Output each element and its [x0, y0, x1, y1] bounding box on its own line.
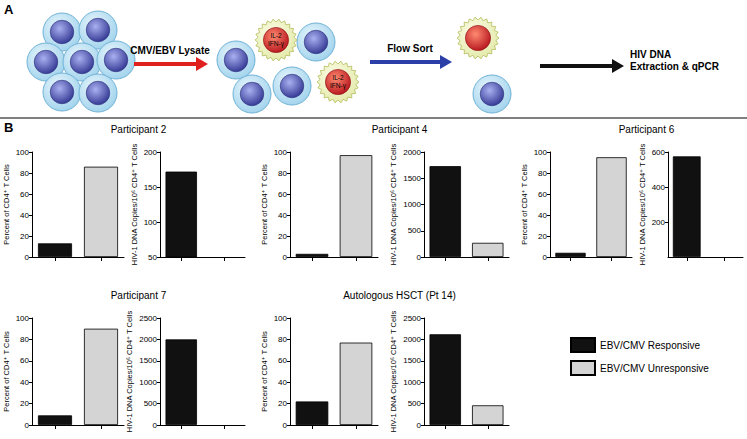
svg-text:400: 400 [652, 183, 666, 192]
svg-text:200: 200 [144, 148, 158, 157]
svg-text:60: 60 [538, 190, 547, 199]
svg-text:Percent of CD4⁺ T Cells: Percent of CD4⁺ T Cells [2, 164, 11, 245]
svg-text:1000: 1000 [403, 200, 421, 209]
svg-text:100: 100 [534, 148, 548, 157]
svg-text:1500: 1500 [403, 356, 421, 365]
svg-text:100: 100 [16, 148, 30, 157]
svg-text:Autologous HSCT (Pt 14): Autologous HSCT (Pt 14) [343, 290, 456, 301]
svg-text:Percent of CD4⁺ T Cells: Percent of CD4⁺ T Cells [260, 331, 269, 412]
svg-text:60: 60 [278, 190, 287, 199]
svg-text:Flow Sort: Flow Sort [387, 43, 433, 54]
svg-text:40: 40 [278, 211, 287, 220]
svg-text:80: 80 [20, 335, 29, 344]
svg-text:100: 100 [274, 314, 288, 323]
svg-text:500: 500 [408, 399, 422, 408]
svg-text:Participant 7: Participant 7 [111, 290, 167, 301]
svg-text:20: 20 [278, 399, 287, 408]
svg-text:600: 600 [652, 148, 666, 157]
svg-text:HIV-1 DNA Copies/10⁶ CD4⁺ T Ce: HIV-1 DNA Copies/10⁶ CD4⁺ T Cells [130, 144, 139, 266]
svg-text:100: 100 [16, 314, 30, 323]
svg-text:Percent of CD4⁺ T Cells: Percent of CD4⁺ T Cells [260, 164, 269, 245]
svg-text:80: 80 [538, 169, 547, 178]
svg-text:1000: 1000 [403, 378, 421, 387]
svg-text:40: 40 [20, 211, 29, 220]
svg-text:500: 500 [408, 226, 422, 235]
svg-text:60: 60 [20, 190, 29, 199]
svg-text:HIV DNA: HIV DNA [630, 49, 671, 60]
svg-text:0: 0 [283, 253, 288, 262]
svg-text:IFN-γ: IFN-γ [330, 82, 347, 90]
svg-text:Participant 2: Participant 2 [111, 124, 167, 135]
svg-text:20: 20 [278, 232, 287, 241]
svg-text:2000: 2000 [139, 335, 157, 344]
svg-text:IL-2: IL-2 [332, 74, 344, 81]
svg-text:HIV-1 DNA Copies/10⁶ CD4⁺ T Ce: HIV-1 DNA Copies/10⁶ CD4⁺ T Cells [125, 311, 134, 433]
svg-text:0: 0 [153, 421, 158, 430]
svg-text:0: 0 [417, 421, 422, 430]
svg-text:40: 40 [538, 211, 547, 220]
svg-text:0: 0 [283, 421, 288, 430]
svg-text:150: 150 [144, 183, 158, 192]
svg-text:40: 40 [278, 378, 287, 387]
svg-text:2500: 2500 [139, 314, 157, 323]
svg-text:CMV/EBV Lysate: CMV/EBV Lysate [130, 45, 210, 56]
svg-text:500: 500 [144, 399, 158, 408]
svg-text:1000: 1000 [139, 378, 157, 387]
svg-text:60: 60 [20, 356, 29, 365]
svg-text:2000: 2000 [403, 148, 421, 157]
svg-text:0: 0 [25, 421, 30, 430]
svg-text:EBV/CMV Responsive: EBV/CMV Responsive [600, 340, 700, 351]
svg-text:A: A [4, 2, 14, 17]
svg-text:80: 80 [278, 169, 287, 178]
svg-text:20: 20 [538, 232, 547, 241]
svg-text:80: 80 [20, 169, 29, 178]
svg-text:40: 40 [20, 378, 29, 387]
svg-text:20: 20 [20, 399, 29, 408]
svg-text:0: 0 [25, 253, 30, 262]
svg-text:Participant 4: Participant 4 [372, 124, 428, 135]
svg-text:Percent of CD4⁺ T Cells: Percent of CD4⁺ T Cells [2, 331, 11, 412]
svg-text:20: 20 [20, 232, 29, 241]
svg-text:2000: 2000 [403, 335, 421, 344]
svg-text:Percent of CD4⁺ T Cells: Percent of CD4⁺ T Cells [520, 164, 529, 245]
svg-text:2500: 2500 [403, 314, 421, 323]
svg-text:50: 50 [148, 253, 157, 262]
svg-text:1500: 1500 [139, 356, 157, 365]
svg-text:EBV/CMV Unresponsive: EBV/CMV Unresponsive [600, 363, 709, 374]
svg-text:IFN-γ: IFN-γ [268, 40, 285, 48]
svg-text:60: 60 [278, 356, 287, 365]
svg-text:80: 80 [278, 335, 287, 344]
svg-text:HIV-1 DNA Copies/10⁶ CD4⁺ T Ce: HIV-1 DNA Copies/10⁶ CD4⁺ T Cells [638, 144, 647, 266]
svg-text:100: 100 [144, 218, 158, 227]
svg-text:100: 100 [274, 148, 288, 157]
svg-text:0: 0 [543, 253, 548, 262]
svg-text:Participant 6: Participant 6 [619, 124, 675, 135]
svg-text:HIV-1 DNA Copies/10⁶ CD4⁺ T Ce: HIV-1 DNA Copies/10⁶ CD4⁺ T Cells [389, 144, 398, 266]
svg-text:0: 0 [417, 253, 422, 262]
svg-text:B: B [4, 120, 13, 135]
svg-text:1500: 1500 [403, 174, 421, 183]
svg-text:IL-2: IL-2 [270, 32, 282, 39]
svg-text:Extraction & qPCR: Extraction & qPCR [630, 61, 720, 72]
svg-text:HIV-1 DNA Copies/10⁶ CD4⁺ T Ce: HIV-1 DNA Copies/10⁶ CD4⁺ T Cells [389, 311, 398, 433]
svg-text:200: 200 [652, 218, 666, 227]
